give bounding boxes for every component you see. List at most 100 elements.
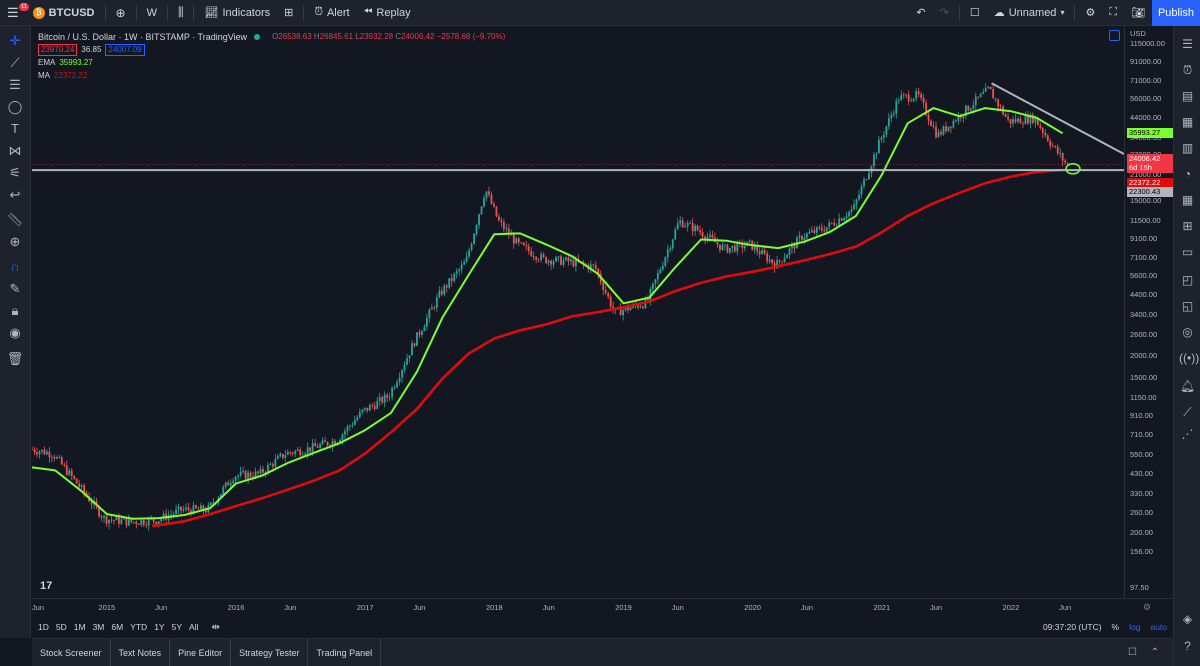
hotlist-icon[interactable]: ▦ xyxy=(1181,115,1194,129)
prediction-icon[interactable]: ⚟ xyxy=(9,165,21,180)
candle-body xyxy=(227,482,230,486)
replay-button[interactable]: ⏪︎ Replay xyxy=(357,0,418,26)
redo-button[interactable]: ↷ xyxy=(933,0,956,26)
indicators-button[interactable]: 📈︎ Indicators xyxy=(197,0,277,26)
calendar-icon[interactable]: ▥ xyxy=(1181,141,1194,155)
range-button[interactable]: 3M xyxy=(92,622,105,632)
candle-body xyxy=(135,521,138,525)
candle-body xyxy=(756,245,759,252)
bottom-tab[interactable]: Strategy Tester xyxy=(231,638,309,666)
watchlist-icon[interactable]: ☰ xyxy=(1182,37,1193,51)
candle-body xyxy=(443,285,446,295)
candle-body xyxy=(294,450,297,454)
alerts-icon[interactable]: ⏰︎ xyxy=(1182,63,1193,77)
chart-type-button[interactable]: ⫼ xyxy=(171,0,191,26)
ruler-icon[interactable]: 📏︎ xyxy=(6,212,24,227)
notifications-bell-icon[interactable]: 🔔︎ xyxy=(1179,379,1196,393)
trash-icon[interactable]: 🗑︎ xyxy=(6,351,24,366)
date-range-icon[interactable]: ⇹ xyxy=(211,621,220,633)
candle-body xyxy=(257,471,259,474)
eye-icon[interactable]: ◉ xyxy=(9,325,21,340)
clock[interactable]: 09:37:20 (UTC) xyxy=(1042,622,1102,632)
bid-price[interactable]: 23970.24 xyxy=(38,43,78,56)
settings-button[interactable]: ⚙︎ xyxy=(1078,0,1102,26)
lock-icon[interactable]: 🔒︎ xyxy=(11,303,19,318)
layers-icon[interactable]: ◈ xyxy=(1182,612,1193,626)
price-tick: 15000.00 xyxy=(1130,195,1162,205)
divider xyxy=(958,4,960,21)
ideas-icon[interactable]: ▦ xyxy=(1181,193,1194,207)
bar-countdown: 6d 15h xyxy=(1127,163,1173,174)
ask-price[interactable]: 24007.09 xyxy=(105,43,145,56)
chart-settings-icon[interactable] xyxy=(1109,30,1120,41)
collapse-chevron-icon[interactable]: ⌃ xyxy=(1150,647,1159,658)
compare-button[interactable]: ⊕ xyxy=(109,0,133,26)
log-toggle[interactable]: log xyxy=(1129,622,1141,632)
symbol-search[interactable]: ₿ BTCUSD xyxy=(26,0,102,26)
range-button[interactable]: All xyxy=(189,622,199,632)
chats-icon[interactable]: ◰ xyxy=(1181,273,1194,287)
auto-toggle[interactable]: auto xyxy=(1150,622,1167,632)
bottom-panel-tabs: ⌃ ☐ Stock Screener Text Notes Pine Editor S… xyxy=(32,638,1173,666)
news-icon[interactable]: ◔ xyxy=(1183,167,1192,181)
range-button[interactable]: 1M xyxy=(73,622,86,632)
percent-toggle[interactable]: % xyxy=(1111,622,1120,632)
menu-button[interactable]: ☰ 11 xyxy=(0,0,30,26)
bottom-tab[interactable]: Trading Panel xyxy=(308,638,382,666)
candle-body xyxy=(344,431,346,435)
text-icon[interactable]: T xyxy=(11,121,19,136)
interval-button[interactable]: W xyxy=(140,0,164,26)
snapshot-button[interactable]: 📷︎ xyxy=(1124,0,1152,26)
pencil-lock-icon[interactable]: ✎ xyxy=(9,281,21,296)
candle-body xyxy=(113,520,115,521)
range-button[interactable]: 5D xyxy=(55,622,67,632)
bottom-tab[interactable]: Pine Editor xyxy=(170,638,232,666)
range-button[interactable]: 5Y xyxy=(171,622,182,632)
range-button[interactable]: 1Y xyxy=(154,622,165,632)
data-window-icon[interactable]: ▤ xyxy=(1181,89,1194,103)
help-icon[interactable]: ? xyxy=(1184,639,1191,653)
ma-label[interactable]: MA xyxy=(38,71,50,80)
layout-button[interactable]: ☐ xyxy=(963,0,987,26)
ema-label[interactable]: EMA xyxy=(38,58,56,67)
ma-line xyxy=(151,168,1063,528)
scale-settings-icon[interactable]: ⚙︎ xyxy=(1142,602,1151,612)
range-button[interactable]: 6M xyxy=(111,622,124,632)
range-button[interactable]: YTD xyxy=(130,622,148,632)
trend-icon[interactable]: ⟋ xyxy=(1183,405,1192,419)
save-layout-button[interactable]: ☁︎ Unnamed ▾ xyxy=(987,0,1072,26)
streams-icon[interactable]: ⊞ xyxy=(1182,219,1193,233)
fib-icon[interactable]: ☰ xyxy=(9,77,21,92)
descending-trendline xyxy=(991,82,1124,155)
candle-body xyxy=(152,518,155,522)
maximize-icon[interactable]: ☐ xyxy=(1128,647,1137,658)
templates-button[interactable]: ⊞ xyxy=(277,0,300,26)
chat-icon[interactable]: ▭ xyxy=(1181,245,1194,259)
range-button[interactable]: 1D xyxy=(38,622,49,632)
magnet-icon[interactable]: ∩ xyxy=(10,259,20,274)
shapes-icon[interactable]: ◯ xyxy=(7,99,23,114)
alert-button[interactable]: ⏰︎ Alert xyxy=(307,0,356,26)
price-scale[interactable]: USD 115000.00 91000.00 71000.00 56000.00 440… xyxy=(1124,26,1173,598)
undo-button[interactable]: ↶ xyxy=(909,0,932,26)
pattern-icon[interactable]: ⋈ xyxy=(8,143,22,158)
candle-body xyxy=(435,297,438,308)
trend-line-icon[interactable]: ⟋ xyxy=(10,55,20,70)
ma-price-tag: 22372.22 xyxy=(1127,177,1173,188)
bottom-tab[interactable]: Stock Screener xyxy=(32,638,111,666)
community-icon[interactable]: ◎ xyxy=(1182,325,1193,339)
time-scale[interactable]: ⚙︎ Jun 2015 Jun 2016 Jun 2017 Jun 2018 Jun 2019 Ju… xyxy=(32,598,1173,616)
bottom-tab[interactable]: Text Notes xyxy=(111,638,171,666)
fullscreen-button[interactable]: ⛶ xyxy=(1102,0,1124,26)
time-tick: 2021 xyxy=(873,603,891,612)
crosshair-icon[interactable]: ✛ xyxy=(9,33,21,48)
private-chat-icon[interactable]: ◱ xyxy=(1181,299,1194,313)
chart-pane[interactable]: Bitcoin / U.S. Dollar · 1W · BITSTAMP · … xyxy=(32,26,1124,598)
publish-button[interactable]: Publish xyxy=(1152,0,1200,26)
zoom-icon[interactable]: ⊕ xyxy=(9,234,21,249)
candle-body xyxy=(326,441,329,446)
flow-icon[interactable]: ⋰ xyxy=(1181,427,1194,441)
undo-drawing-icon[interactable]: ↩ xyxy=(9,187,21,202)
broadcast-icon[interactable]: ((•)) xyxy=(1179,351,1200,365)
candle-body xyxy=(475,225,478,234)
